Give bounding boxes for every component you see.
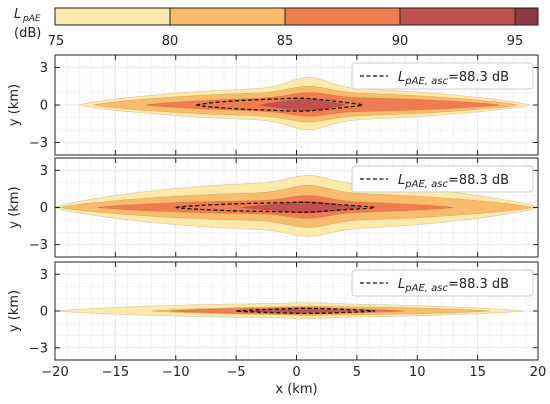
axis-ticks xyxy=(54,158,539,257)
colorbar-tick-label: 90 xyxy=(392,34,409,49)
legend-label: LpAE, asc=88.3 dB xyxy=(398,277,509,294)
colorbar-segment xyxy=(400,8,515,25)
colorbar-label-main: L xyxy=(14,7,21,22)
plot-panel-3: 3 0 −3 y (km) LpAE, asc=88.3 dB −20 −15 −10 −5 0 5… xyxy=(7,261,547,397)
dashed-contour-asc xyxy=(236,307,376,315)
colorbar-segment xyxy=(170,8,285,25)
y-tick-label: −3 xyxy=(29,136,48,151)
contour-region-90 xyxy=(259,98,346,111)
colorbar-tick-label: 80 xyxy=(162,34,179,49)
legend-label-value: =88.3 dB xyxy=(448,70,509,85)
colorbar-tick-label: 85 xyxy=(277,34,294,49)
legend-box xyxy=(351,165,534,193)
legend-label: LpAE, asc=88.3 dB xyxy=(398,70,509,87)
colorbar-tick-label: 95 xyxy=(507,34,524,49)
legend-label-subscript: pAE, asc xyxy=(404,76,448,87)
axis-ticks xyxy=(54,55,539,155)
x-tick-label: −10 xyxy=(162,365,189,380)
x-tick-label: −15 xyxy=(102,365,129,380)
axis-ticks xyxy=(54,262,539,360)
legend-label: LpAE, asc=88.3 dB xyxy=(398,173,509,190)
y-tick-label: −3 xyxy=(29,238,48,253)
y-axis-title: y (km) xyxy=(7,186,22,228)
legend-label-subscript: pAE, asc xyxy=(404,283,448,294)
y-tick-label: 0 xyxy=(40,99,48,114)
x-tick-label: −20 xyxy=(41,365,68,380)
legend-label-prefix: L xyxy=(398,277,405,292)
x-tick-label: −5 xyxy=(227,365,246,380)
legend-label-prefix: L xyxy=(398,70,405,85)
dashed-contour-asc xyxy=(175,201,376,213)
y-axis-title: y (km) xyxy=(7,290,22,332)
legend: LpAE, asc=88.3 dB xyxy=(351,269,534,297)
colorbar: L pAE (dB) 75 80 85 90 95 xyxy=(14,7,539,49)
colorbar-segment xyxy=(515,8,538,25)
colorbar-label-sub: pAE xyxy=(22,14,41,24)
plot-panel-1: 3 0 −3 y (km) LpAE, asc=88.3 dB xyxy=(7,54,539,156)
legend: LpAE, asc=88.3 dB xyxy=(351,165,534,193)
colorbar-segment xyxy=(55,8,170,25)
x-tick-label: 0 xyxy=(292,365,300,380)
colorbar-unit: (dB) xyxy=(14,26,41,41)
y-tick-label: 3 xyxy=(40,164,48,179)
dashed-contour-asc xyxy=(196,97,364,112)
legend: LpAE, asc=88.3 dB xyxy=(351,62,534,90)
y-axis-title: y (km) xyxy=(7,84,22,126)
contour-fills xyxy=(57,302,524,319)
legend-label-value: =88.3 dB xyxy=(448,173,509,188)
y-tick-label: −3 xyxy=(29,341,48,356)
legend-box xyxy=(351,269,534,297)
y-tick-label: 0 xyxy=(40,201,48,216)
colorbar-tick-label: 75 xyxy=(48,34,65,49)
x-tick-label: 5 xyxy=(353,365,361,380)
legend-label-subscript: pAE, asc xyxy=(404,179,448,190)
legend-box xyxy=(351,62,534,90)
legend-label-prefix: L xyxy=(398,173,405,188)
x-axis-title: x (km) xyxy=(275,382,317,397)
plot-panel-2: 3 0 −3 y (km) LpAE, asc=88.3 dB xyxy=(7,157,539,258)
colorbar-frame xyxy=(54,7,539,26)
x-tick-label: 20 xyxy=(530,365,547,380)
x-tick-label: 10 xyxy=(409,365,426,380)
y-tick-label: 3 xyxy=(40,268,48,283)
colorbar-segment xyxy=(285,8,400,25)
legend-label-value: =88.3 dB xyxy=(448,277,509,292)
x-tick-label: 15 xyxy=(469,365,486,380)
y-tick-label: 0 xyxy=(40,305,48,320)
contour-fills xyxy=(78,77,531,130)
y-tick-label: 3 xyxy=(40,61,48,76)
